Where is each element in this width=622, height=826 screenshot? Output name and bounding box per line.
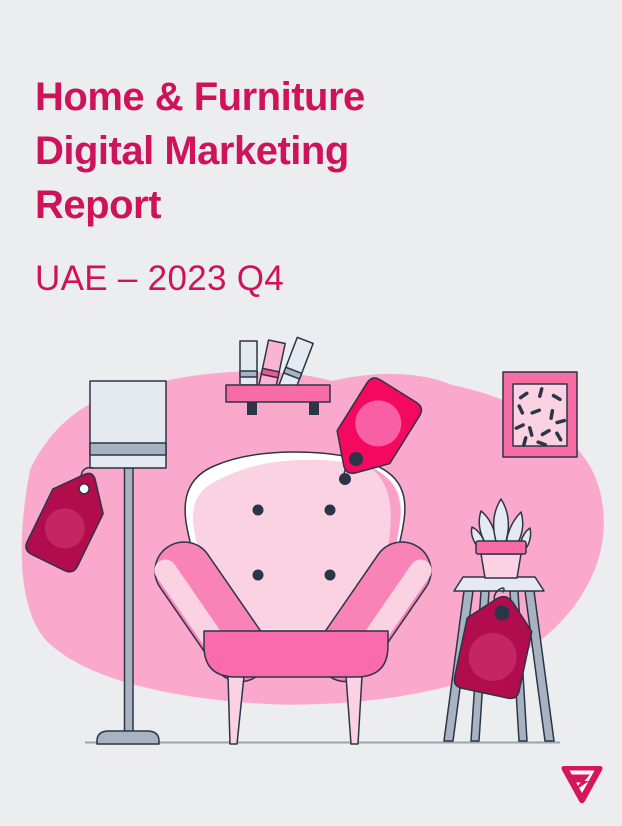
title-line-2: Digital Marketing xyxy=(35,129,349,173)
book-icon xyxy=(258,339,286,390)
wall-shelf-books xyxy=(225,336,331,415)
report-subtitle: UAE – 2023 Q4 xyxy=(35,259,285,298)
armchair xyxy=(154,451,432,745)
confetti-pattern xyxy=(514,387,567,447)
page-title: Home & Furniture Digital Marketing Repor… xyxy=(35,70,592,232)
cover-illustration xyxy=(21,336,604,745)
picture-frame xyxy=(502,371,578,458)
price-tag-lamp xyxy=(25,466,104,573)
title-line-1: Home & Furniture xyxy=(35,75,365,119)
plant-pot-rim xyxy=(475,540,527,555)
book-icon xyxy=(239,340,258,386)
floor-lamp xyxy=(89,380,167,745)
tufting-buttons xyxy=(252,473,351,581)
shelf-board xyxy=(225,384,331,403)
plant-pot xyxy=(480,553,522,579)
chair-seat xyxy=(203,630,389,678)
book-icon xyxy=(278,336,314,392)
lamp-base xyxy=(96,730,160,745)
price-tag-chair xyxy=(336,377,423,479)
price-tag-stool xyxy=(453,587,533,700)
lamp-pole xyxy=(123,467,134,733)
chair-leg xyxy=(345,675,363,745)
chair-leg xyxy=(227,675,245,745)
title-line-3: Report xyxy=(35,183,161,227)
brand-logo xyxy=(561,766,603,804)
brand-triangle-bolt-icon xyxy=(561,766,603,804)
